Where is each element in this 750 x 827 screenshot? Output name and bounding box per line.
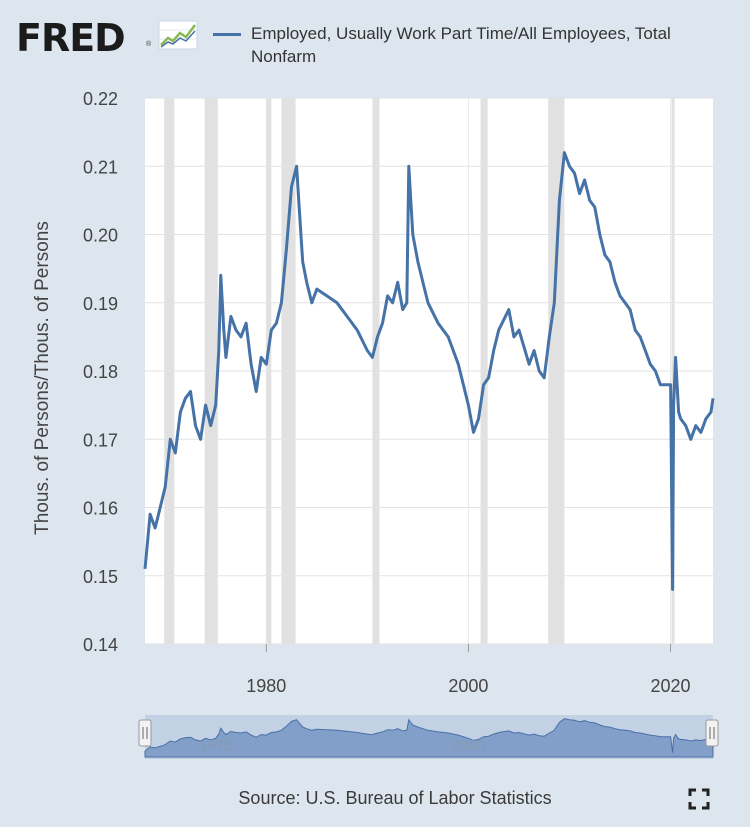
navigator-tick-label: 2000 [452, 737, 485, 754]
expand-icon[interactable] [688, 788, 710, 810]
navigator-ticks: 1975 2000 [199, 737, 485, 754]
y-tick-label: 0.22 [83, 89, 118, 109]
x-axis-ticks: 1980 2000 2020 [246, 644, 691, 696]
x-tick-label: 2020 [651, 676, 691, 696]
source-note: Source: U.S. Bureau of Labor Statistics [238, 788, 552, 808]
y-tick-label: 0.16 [83, 499, 118, 519]
y-tick-label: 0.19 [83, 294, 118, 314]
y-tick-label: 0.15 [83, 567, 118, 587]
fred-logo-chart-icon [158, 20, 198, 50]
y-tick-label: 0.18 [83, 362, 118, 382]
registered-mark: ® [146, 41, 152, 48]
legend-series-swatch [213, 33, 241, 36]
line-chart: 0.14 0.15 0.16 0.17 0.18 0.19 0.20 0.21 0.22 198… [32, 89, 719, 759]
y-axis-label: Thous. of Persons/Thous. of Persons [32, 221, 53, 535]
navigator-handle-left[interactable] [138, 719, 152, 747]
y-tick-label: 0.14 [83, 635, 118, 655]
y-tick-label: 0.20 [83, 226, 118, 246]
x-tick-label: 1980 [246, 676, 286, 696]
series-line [143, 151, 715, 591]
chart-header: FRED ® Employed, Usually Work Part Time/… [0, 0, 750, 90]
y-tick-label: 0.21 [83, 157, 118, 177]
navigator-tick-label: 1975 [199, 737, 232, 754]
y-axis-ticks: 0.14 0.15 0.16 0.17 0.18 0.19 0.20 0.21 0.22 [83, 89, 118, 655]
navigator-series-area [144, 718, 714, 758]
fred-logo-text: FRED [16, 16, 126, 60]
navigator-handle-right[interactable] [705, 719, 719, 747]
x-tick-label: 2000 [448, 676, 488, 696]
fred-logo[interactable]: FRED [16, 16, 126, 60]
legend-series-label[interactable]: Employed, Usually Work Part Time/All Emp… [251, 24, 671, 66]
range-navigator[interactable]: 1975 2000 [138, 715, 719, 759]
y-tick-label: 0.17 [83, 430, 118, 450]
